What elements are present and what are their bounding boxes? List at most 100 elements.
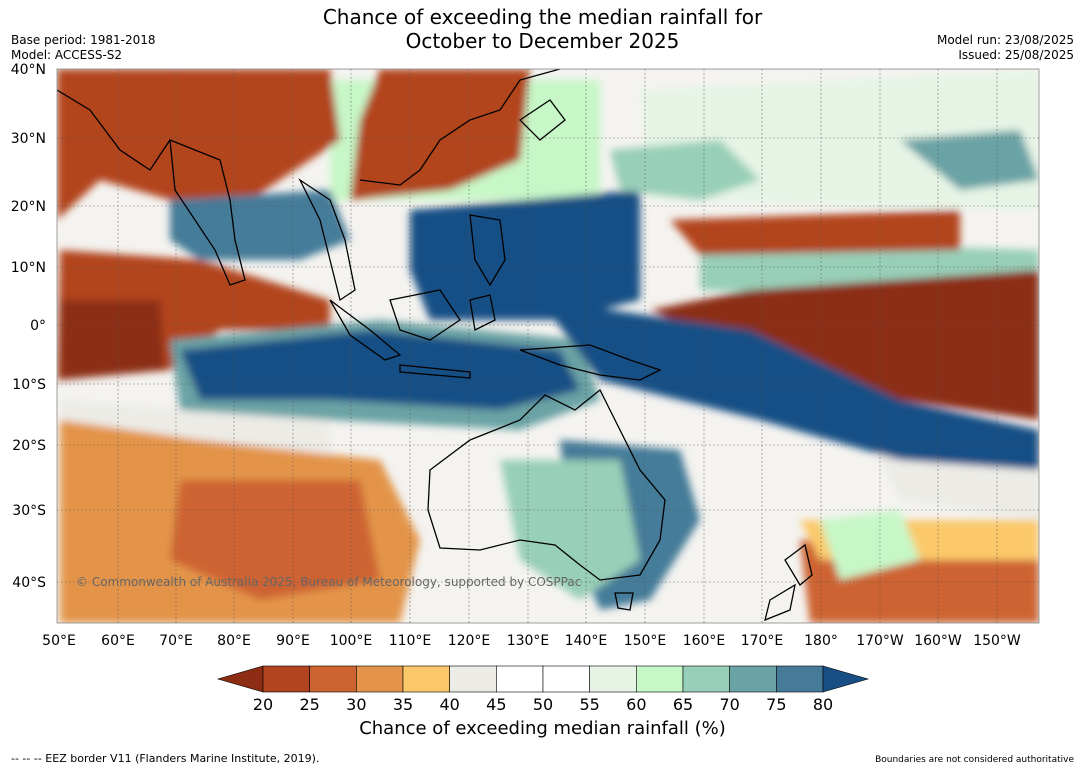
colorbar-tick-label: 35 [393,695,413,714]
issued-date: Issued: 25/08/2025 [958,48,1074,62]
title-line-2: October to December 2025 [405,29,680,53]
dry-region-asia [57,69,340,220]
colorbar-segment [402,665,450,693]
wet-region-philippines [410,190,640,320]
colorbar-segment [729,665,777,693]
latitude-labels: 40°N 30°N 20°N 10°N 0° 10°S 20°S 30°S 40… [11,62,46,591]
colorbar-title: Chance of exceeding median rainfall (%) [359,718,726,739]
colorbar-tick-label: 50 [533,695,553,714]
colorbar-tick-label: 25 [299,695,319,714]
wet-region-maritime-continent [180,330,580,410]
lat-label: 10°S [12,377,46,393]
lon-label: 180° [804,633,838,649]
colorbar-segment [589,665,637,693]
lon-label: 130°E [507,633,550,649]
colorbar-segment [496,665,544,693]
colorbar-arrow-low [216,665,264,693]
lon-label: 70°E [159,633,193,649]
colorbar-tick-label: 20 [253,695,273,714]
philippines-coastline [469,214,506,287]
colorbar-tick-label: 75 [766,695,786,714]
colorbar-segment [309,665,357,693]
lon-label: 170°W [856,633,904,649]
field-patch [820,510,920,580]
lon-label: 150°W [973,633,1021,649]
india-coastline [169,138,246,286]
lat-label: 10°N [11,260,46,276]
graticule [57,69,1039,623]
tasmania-coastline [614,592,634,611]
model-run: Model run: 23/08/2025 [936,33,1074,47]
lat-label: 30°N [11,131,46,147]
colorbar-tick-label: 45 [486,695,506,714]
coastlines [57,69,813,622]
china-coastline [359,69,561,186]
run-info: Model run: 23/08/2025 Issued: 25/08/2025 [937,33,1074,63]
colorbar-tick-label: 80 [813,695,833,714]
nz-south-island-coastline [764,583,796,622]
nz-north-island-coastline [784,543,813,586]
colorbar-segment [542,665,590,693]
longitude-labels: 50°E 60°E 70°E 80°E 90°E 100°E 110°E 120… [42,633,1021,649]
colorbar-tick-label: 60 [626,695,646,714]
rainfall-field: © Commonwealth of Australia 2025, Bureau… [57,69,1039,623]
base-period: Base period: 1981-2018 [11,33,156,47]
dry-band-north-pacific [670,210,960,255]
colorbar-tick-label: 65 [673,695,693,714]
lon-label: 160°E [683,633,726,649]
model-name: Model: ACCESS-S2 [11,48,123,62]
field-patch [610,140,760,200]
field-patch [900,130,1039,190]
colorbar-tick-label: 30 [346,695,366,714]
lat-label: 40°S [12,575,46,591]
lat-label: 40°N [11,62,46,78]
colorbar-segment [262,665,310,693]
wet-band-south-pacific [540,300,1039,470]
colorbar-segment [636,665,684,693]
colorbar-segment [776,665,824,693]
lon-label: 150°E [624,633,667,649]
colorbar-arrow-high [822,665,870,693]
lon-label: 100°E [330,633,373,649]
sumatra-coastline [329,299,402,361]
colorbar-tick-label: 40 [439,695,459,714]
lon-label: 80°E [217,633,251,649]
new-guinea-coastline [519,344,662,381]
colorbar-tick-label: 70 [719,695,739,714]
eez-legend-note: -- -- -- EEZ border V11 (Flanders Marine… [11,752,320,765]
map-title: Chance of exceeding the median rainfall … [0,5,1085,53]
borneo-coastline [389,289,461,341]
lat-label: 0° [30,318,46,334]
colorbar: 20 25 30 35 40 45 50 55 60 65 70 75 80 [216,665,870,714]
arabia-coastline [57,89,171,171]
lat-label: 30°S [12,503,46,519]
lon-label: 60°E [101,633,135,649]
wet-region-bay-of-bengal [170,190,350,260]
title-line-1: Chance of exceeding the median rainfall … [322,5,763,29]
copyright-notice: © Commonwealth of Australia 2025, Bureau… [76,575,581,589]
java-coastline [399,364,471,379]
model-info: Base period: 1981-2018 Model: ACCESS-S2 [11,33,156,63]
dry-region-east-asia [350,69,530,200]
lat-label: 20°N [11,199,46,215]
japan-coastline [518,99,566,141]
lon-label: 120°E [448,633,491,649]
lon-label: 50°E [42,633,76,649]
dry-region-central-pacific [650,270,1039,420]
australia-coastline [427,388,666,581]
lon-label: 110°E [389,633,432,649]
map-frame [56,68,1040,624]
colorbar-segment [682,665,730,693]
indochina-coastline [298,178,356,302]
lon-label: 90°E [276,633,310,649]
lon-label: 140°E [565,633,608,649]
wet-halo-australia [500,460,640,600]
dry-core-west [60,300,165,380]
colorbar-segment [449,665,497,693]
lat-label: 20°S [12,438,46,454]
colorbar-tick-label: 55 [579,695,599,714]
colorbar-segment [356,665,404,693]
boundaries-disclaimer: Boundaries are not considered authoritat… [875,755,1074,765]
lon-label: 160°W [914,633,962,649]
